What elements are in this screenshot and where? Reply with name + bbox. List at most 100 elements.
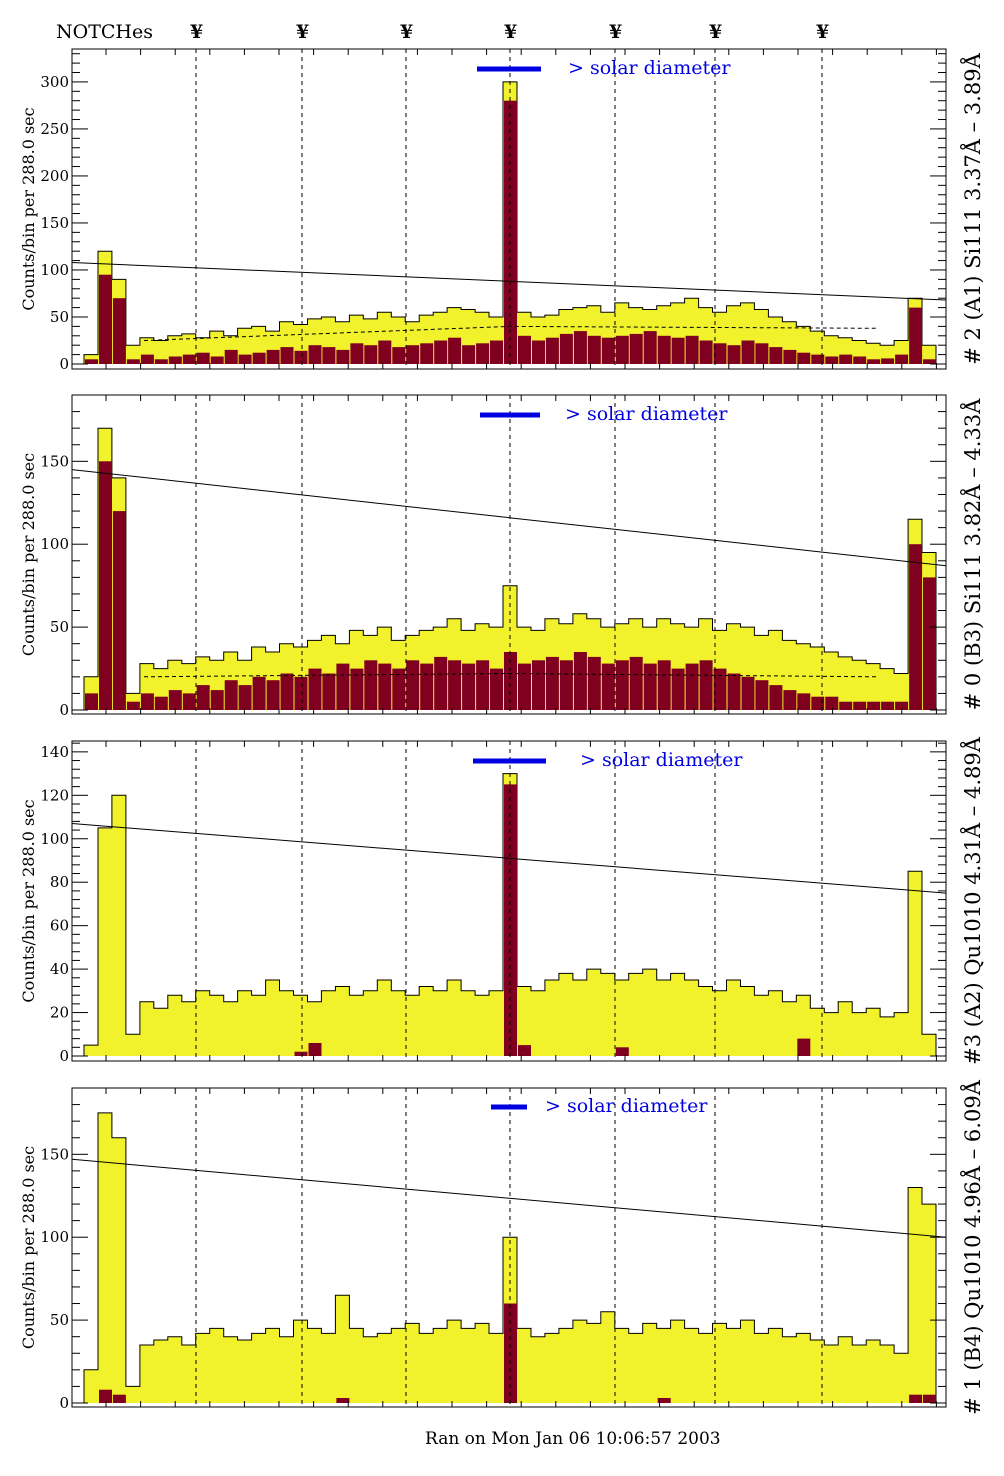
total-bar bbox=[153, 340, 169, 364]
solar-diameter-label: > solar diameter bbox=[545, 1095, 708, 1117]
y-axis-label: Counts/bin per 288.0 sec bbox=[19, 1146, 38, 1349]
total-bar bbox=[712, 1323, 727, 1403]
selected-bar bbox=[727, 673, 741, 710]
selected-bar bbox=[238, 354, 252, 364]
total-bar bbox=[167, 1336, 183, 1403]
total-bar bbox=[209, 1328, 225, 1403]
selected-bar bbox=[545, 337, 559, 364]
total-bar bbox=[810, 1340, 825, 1403]
selected-bar bbox=[811, 354, 825, 364]
total-bar bbox=[866, 663, 881, 710]
selected-bar bbox=[573, 331, 587, 364]
y-tick-label: 0 bbox=[59, 1394, 69, 1412]
total-bar bbox=[531, 1336, 546, 1403]
total-bar bbox=[824, 1345, 839, 1403]
y-tick-label: 0 bbox=[59, 1047, 69, 1065]
total-bar bbox=[111, 1137, 127, 1403]
total-bar bbox=[181, 1001, 197, 1056]
total-bar bbox=[852, 1345, 867, 1403]
selected-bar bbox=[518, 1045, 531, 1056]
total-bar bbox=[125, 1034, 141, 1056]
total-outline bbox=[83, 1112, 937, 1403]
selected-bar bbox=[839, 701, 853, 710]
selected-bar bbox=[545, 656, 559, 710]
total-bar bbox=[223, 1336, 239, 1403]
y-tick-label: 100 bbox=[40, 535, 69, 553]
selected-bar bbox=[434, 340, 448, 364]
selected-bar bbox=[378, 663, 392, 710]
total-bar bbox=[572, 980, 588, 1056]
total-bar bbox=[572, 1320, 588, 1403]
selected-bar bbox=[699, 340, 713, 364]
selected-bar bbox=[923, 359, 936, 364]
selected-bar bbox=[643, 331, 657, 364]
selected-bar bbox=[713, 668, 727, 710]
selected-bar bbox=[308, 668, 322, 710]
y-tick-label: 300 bbox=[40, 73, 69, 91]
total-bar bbox=[642, 969, 658, 1056]
total-bar bbox=[880, 1016, 895, 1056]
notches-title: NOTCHes bbox=[56, 21, 153, 43]
selected-bar bbox=[532, 340, 545, 364]
total-bar bbox=[377, 1333, 392, 1403]
y-tick-label: 200 bbox=[40, 167, 69, 185]
selected-bar bbox=[224, 349, 238, 364]
trend-line bbox=[71, 261, 947, 301]
total-bar bbox=[335, 1295, 350, 1403]
total-bar bbox=[419, 1333, 434, 1403]
total-bar bbox=[838, 656, 853, 710]
selected-bar bbox=[99, 274, 112, 364]
y-tick-label: 100 bbox=[40, 830, 69, 848]
selected-bar bbox=[867, 359, 881, 364]
total-bar bbox=[265, 1328, 280, 1403]
selected-bar bbox=[657, 660, 671, 710]
selected-bar bbox=[252, 352, 266, 364]
total-bar bbox=[838, 1336, 853, 1403]
total-bar bbox=[265, 980, 280, 1056]
total-bar bbox=[586, 1323, 602, 1403]
selected-bar bbox=[350, 668, 364, 710]
selected-bar bbox=[126, 701, 140, 710]
total-bar bbox=[754, 1333, 769, 1403]
total-bar bbox=[894, 1353, 909, 1403]
total-bar bbox=[726, 1328, 741, 1403]
total-bar bbox=[111, 795, 127, 1056]
total-bar bbox=[433, 1328, 448, 1403]
total-bar bbox=[517, 1328, 532, 1403]
total-bar bbox=[866, 343, 881, 364]
background-level-line bbox=[143, 325, 877, 341]
selected-bar bbox=[559, 333, 573, 364]
total-bar bbox=[279, 990, 294, 1056]
total-bar bbox=[391, 990, 406, 1056]
selected-bar bbox=[406, 660, 420, 710]
total-bar bbox=[209, 331, 225, 364]
total-bar bbox=[489, 990, 504, 1056]
trend-line bbox=[71, 1158, 947, 1238]
selected-bar bbox=[168, 690, 182, 710]
selected-bar bbox=[853, 701, 867, 710]
selected-bar bbox=[755, 343, 769, 364]
y-tick-label: 100 bbox=[40, 261, 69, 279]
total-bar bbox=[167, 995, 183, 1056]
selected-bar bbox=[364, 660, 378, 710]
total-bar bbox=[684, 1328, 699, 1403]
selected-bar bbox=[140, 354, 154, 364]
selected-bar bbox=[196, 352, 210, 364]
selected-bar bbox=[797, 352, 811, 364]
total-bar bbox=[307, 1001, 322, 1056]
total-bar bbox=[405, 995, 420, 1056]
selected-bar bbox=[210, 690, 224, 710]
total-bar bbox=[153, 1340, 169, 1403]
selected-bar bbox=[490, 668, 503, 710]
selected-bar bbox=[420, 663, 434, 710]
panel-title: # 1 (B4) Qu1010 4.96Å – 6.09Å bbox=[960, 1079, 985, 1415]
selected-bar bbox=[923, 1394, 936, 1403]
total-bar bbox=[824, 1012, 839, 1056]
total-bar bbox=[866, 1008, 881, 1056]
selected-bar bbox=[504, 652, 517, 710]
total-bar bbox=[363, 990, 378, 1056]
selected-bar bbox=[909, 1394, 923, 1403]
total-bar bbox=[614, 980, 630, 1056]
total-bar bbox=[922, 1034, 937, 1056]
total-bar bbox=[195, 1333, 211, 1403]
